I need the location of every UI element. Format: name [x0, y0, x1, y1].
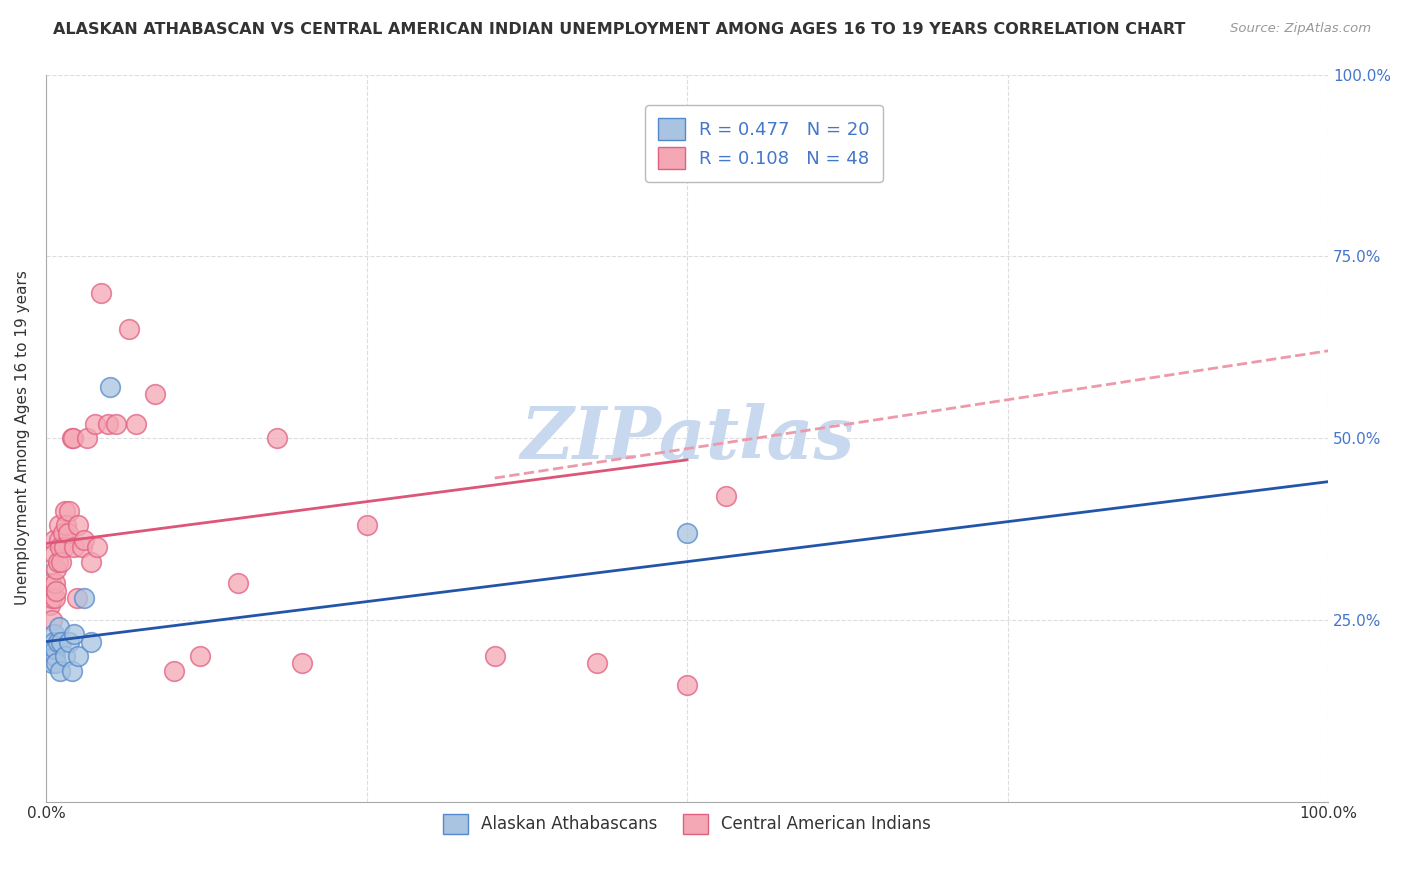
Point	[44, 641, 66, 656]
Point	[45, 583, 67, 598]
Point	[48, 620, 70, 634]
Point	[63, 627, 86, 641]
Point	[484, 649, 506, 664]
Point	[356, 518, 378, 533]
Point	[73, 591, 96, 605]
Point	[53, 504, 76, 518]
Point	[60, 664, 83, 678]
Point	[55, 518, 77, 533]
Point	[676, 525, 699, 540]
Point	[118, 322, 141, 336]
Point	[70, 540, 93, 554]
Point	[44, 591, 66, 605]
Point	[39, 641, 62, 656]
Point	[266, 431, 288, 445]
Point	[98, 380, 121, 394]
Point	[96, 417, 118, 431]
Point	[41, 657, 63, 671]
Point	[66, 649, 89, 664]
Point	[63, 540, 86, 554]
Point	[53, 649, 76, 664]
Point	[66, 591, 89, 605]
Text: ZIPatlas: ZIPatlas	[520, 402, 853, 474]
Y-axis label: Unemployment Among Ages 16 to 19 years: Unemployment Among Ages 16 to 19 years	[15, 270, 30, 606]
Point	[60, 431, 83, 445]
Point	[49, 664, 72, 678]
Point	[42, 533, 65, 547]
Point	[105, 417, 128, 431]
Point	[73, 533, 96, 547]
Point	[80, 555, 103, 569]
Point	[42, 634, 65, 648]
Point	[51, 555, 73, 569]
Point	[44, 649, 66, 664]
Point	[83, 417, 105, 431]
Point	[52, 525, 75, 540]
Point	[49, 540, 72, 554]
Point	[676, 678, 699, 692]
Point	[86, 540, 108, 554]
Point	[58, 634, 80, 648]
Point	[45, 562, 67, 576]
Point	[46, 634, 69, 648]
Point	[66, 518, 89, 533]
Point	[56, 525, 79, 540]
Point	[90, 285, 112, 300]
Legend: Alaskan Athabascans, Central American Indians: Alaskan Athabascans, Central American In…	[433, 804, 941, 844]
Point	[41, 591, 63, 605]
Point	[291, 657, 314, 671]
Point	[48, 518, 70, 533]
Point	[62, 431, 84, 445]
Point	[45, 657, 67, 671]
Point	[48, 533, 70, 547]
Point	[226, 576, 249, 591]
Point	[76, 431, 98, 445]
Point	[143, 387, 166, 401]
Text: ALASKAN ATHABASCAN VS CENTRAL AMERICAN INDIAN UNEMPLOYMENT AMONG AGES 16 TO 19 Y: ALASKAN ATHABASCAN VS CENTRAL AMERICAN I…	[53, 22, 1185, 37]
Point	[586, 657, 609, 671]
Point	[80, 634, 103, 648]
Point	[42, 627, 65, 641]
Point	[46, 555, 69, 569]
Text: Source: ZipAtlas.com: Source: ZipAtlas.com	[1230, 22, 1371, 36]
Point	[44, 576, 66, 591]
Point	[125, 417, 148, 431]
Point	[41, 613, 63, 627]
Point	[39, 576, 62, 591]
Point	[58, 504, 80, 518]
Point	[38, 599, 60, 613]
Point	[714, 489, 737, 503]
Point	[51, 634, 73, 648]
Point	[163, 664, 186, 678]
Point	[52, 540, 75, 554]
Point	[42, 547, 65, 561]
Point	[188, 649, 211, 664]
